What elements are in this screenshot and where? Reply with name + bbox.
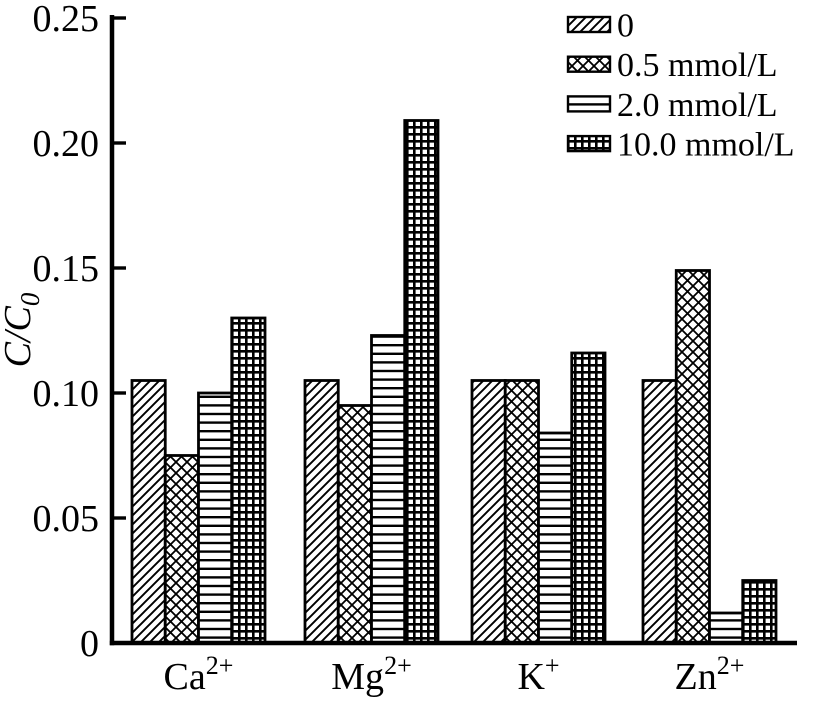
bar-Mg-series-0 bbox=[303, 379, 340, 645]
y-tick-label: 0.10 bbox=[33, 373, 100, 415]
x-category-label: Zn2+ bbox=[675, 651, 745, 698]
x-category-label: Mg2+ bbox=[331, 651, 411, 698]
bar-Mg-series-2 bbox=[370, 334, 407, 645]
legend-item: 0.5 mmol/L bbox=[566, 47, 778, 84]
legend-label: 2.0 mmol/L bbox=[617, 87, 778, 124]
bar-Zn-series-3 bbox=[741, 579, 778, 645]
legend-item: 2.0 mmol/L bbox=[566, 87, 778, 124]
x-category-label: K+ bbox=[517, 651, 559, 698]
legend-label: 10.0 mmol/L bbox=[617, 127, 795, 164]
bar-Ca-series-2 bbox=[197, 391, 234, 645]
y-axis-title-group: C/C0 bbox=[0, 292, 45, 367]
y-tick-label: 0.05 bbox=[33, 498, 100, 540]
legend-label: 0 bbox=[617, 8, 634, 45]
y-axis-ticks-group bbox=[112, 16, 126, 520]
bar-K-series-3 bbox=[570, 351, 607, 645]
legend-item: 0 bbox=[566, 8, 634, 45]
bar-Mg-series-1 bbox=[336, 404, 373, 645]
y-axis-labels-group: 0 0.05 0.10 0.15 0.20 0.25 bbox=[33, 0, 100, 665]
legend-swatch-square-grid-icon bbox=[566, 134, 612, 153]
legend-item: 10.0 mmol/L bbox=[566, 127, 795, 164]
bar-Ca-series-0 bbox=[130, 379, 167, 645]
legend-swatch-diagonal-hatch-icon bbox=[566, 15, 612, 34]
bar-Ca-series-1 bbox=[163, 454, 200, 645]
bar-K-series-0 bbox=[470, 379, 507, 645]
bar-K-series-2 bbox=[537, 431, 574, 645]
legend-swatch-cross-hatch-icon bbox=[566, 55, 612, 73]
legend-label: 0.5 mmol/L bbox=[617, 47, 778, 84]
x-axis-labels-group: Ca2+ Mg2+ K+ Zn2+ bbox=[164, 651, 745, 698]
legend-swatch-horizontal-lines-icon bbox=[566, 95, 612, 113]
bar-Zn-series-1 bbox=[674, 269, 711, 645]
bar-Ca-series-3 bbox=[230, 316, 267, 645]
bar-Mg-series-3 bbox=[403, 119, 440, 645]
y-tick-label: 0.15 bbox=[33, 248, 100, 290]
bar-Zn-series-0 bbox=[641, 379, 678, 645]
axes-group bbox=[109, 15, 797, 646]
y-tick-label: 0.25 bbox=[33, 0, 100, 40]
y-axis-title: C/C0 bbox=[0, 292, 45, 367]
bar-K-series-1 bbox=[503, 379, 540, 645]
bars-group bbox=[130, 119, 778, 645]
x-category-label: Ca2+ bbox=[164, 651, 234, 698]
y-tick-label: 0.20 bbox=[33, 123, 100, 165]
legend-group: 00.5 mmol/L2.0 mmol/L10.0 mmol/L bbox=[566, 8, 795, 164]
y-tick-label: 0 bbox=[80, 623, 99, 665]
bar-Zn-series-2 bbox=[708, 611, 745, 645]
